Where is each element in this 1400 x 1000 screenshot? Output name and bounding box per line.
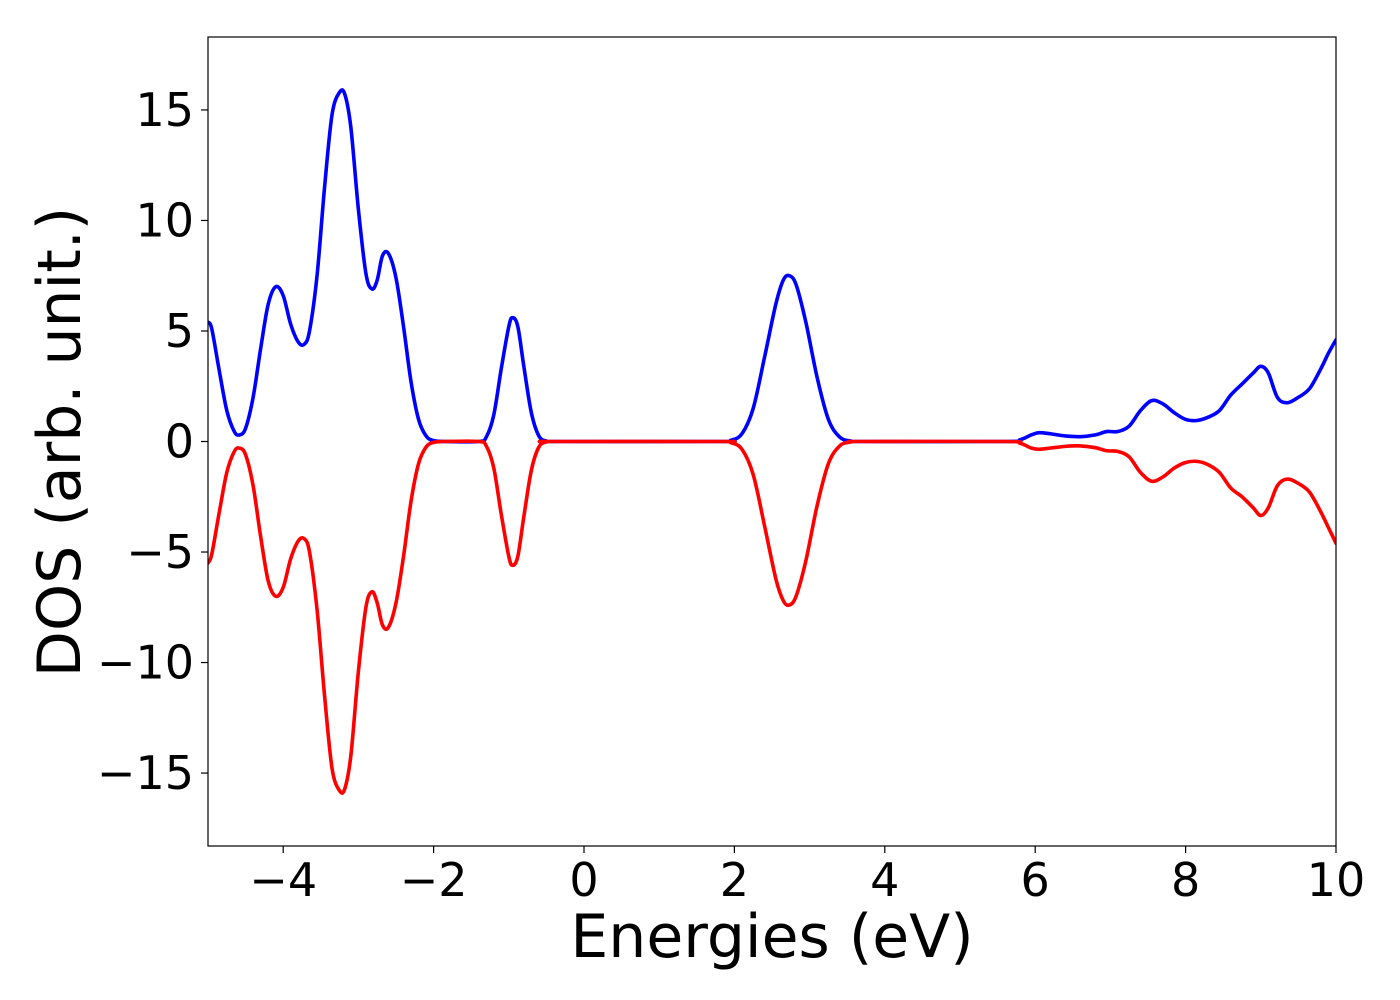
x-tick-label: −4 [249, 853, 317, 907]
y-tick-label: 0 [165, 415, 194, 469]
y-tick-label: −15 [97, 746, 194, 800]
y-tick-label: 5 [165, 304, 194, 358]
x-axis-title: Energies (eV) [570, 902, 973, 972]
x-tick-label: 4 [870, 853, 899, 907]
y-axis-title: DOS (arb. unit.) [25, 207, 95, 677]
series-line-2 [208, 439, 1336, 795]
x-tick-label: −2 [400, 853, 468, 907]
series-layer [208, 88, 1336, 795]
x-axis-ticks: −4 −2 0 2 4 6 8 10 [249, 846, 1365, 907]
y-tick-label: 15 [135, 83, 194, 137]
y-tick-label: −5 [126, 525, 194, 579]
y-tick-label: 10 [135, 193, 194, 247]
x-tick-label: 2 [720, 853, 749, 907]
x-tick-label: 0 [569, 853, 598, 907]
x-tick-label: 6 [1021, 853, 1050, 907]
x-tick-label: 10 [1307, 853, 1366, 907]
x-tick-label: 8 [1171, 853, 1200, 907]
y-axis-ticks: 15 10 5 0 −5 −10 −15 [97, 83, 208, 800]
y-tick-label: −10 [97, 636, 194, 690]
